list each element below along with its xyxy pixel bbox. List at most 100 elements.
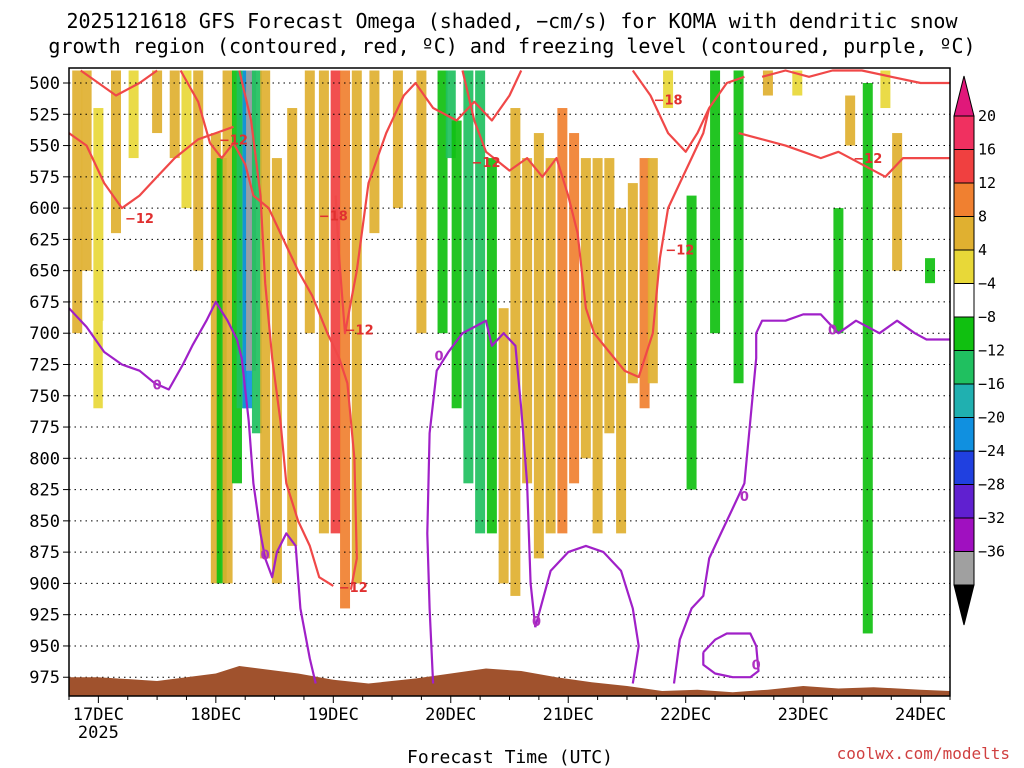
- colorbar-label-3: 8: [978, 208, 987, 226]
- contour-label-15: 0: [828, 323, 837, 338]
- omega-band-23: [318, 70, 329, 534]
- contour-label-13: 0: [740, 490, 749, 505]
- contour-label-9: 0: [153, 379, 162, 394]
- colorbar-swatch-11: [953, 484, 975, 519]
- x-tick-label-24DEC: 24DEC: [895, 705, 946, 725]
- y-tick-label-650: 650: [29, 262, 60, 282]
- x-tick-label-17DEC: 17DEC: [73, 705, 124, 725]
- colorbar-label-12: −32: [978, 509, 1005, 527]
- colorbar-swatch-3: [953, 216, 975, 251]
- colorbar-label-11: −28: [978, 476, 1005, 494]
- y-tick-label-525: 525: [29, 105, 60, 125]
- x-tick-label-19DEC: 19DEC: [308, 705, 359, 725]
- omega-band-6: [152, 70, 163, 134]
- omega-band-66: [925, 258, 936, 284]
- omega-band-39: [522, 158, 533, 484]
- y-tick-label-500: 500: [29, 74, 60, 94]
- freezing-level-line-0: [69, 300, 317, 684]
- omega-band-31: [437, 70, 448, 334]
- y-tick-label-600: 600: [29, 199, 60, 219]
- contour-label-10: 0: [261, 549, 270, 564]
- dendritic-contour-line-6: [631, 69, 745, 153]
- omega-band-40: [533, 133, 544, 559]
- omega-band-10: [201, 320, 212, 409]
- freezing-level-line-1: [426, 319, 537, 684]
- omega-band-13: [222, 70, 233, 584]
- y-tick-label-875: 875: [29, 543, 60, 563]
- colorbar-label-6: −8: [978, 308, 996, 326]
- terrain-fill: [69, 666, 950, 696]
- dendritic-contour-line-2: [179, 69, 358, 590]
- colorbar-swatch-6: [953, 316, 975, 351]
- colorbar-swatch-5: [953, 283, 975, 318]
- dendritic-contour-line-4: [334, 70, 523, 335]
- colorbar-label-1: 16: [978, 141, 996, 159]
- omega-band-4: [110, 70, 121, 234]
- omega-band-28: [392, 70, 403, 209]
- omega-band-48: [627, 183, 638, 384]
- omega-band-37: [498, 308, 509, 584]
- contour-label-6: −18: [654, 93, 683, 108]
- omega-band-55: [721, 70, 732, 459]
- omega-band-60: [821, 195, 832, 409]
- omega-band-27: [369, 70, 380, 234]
- y-tick-label-700: 700: [29, 324, 60, 344]
- terrain-layer: [69, 666, 950, 696]
- freezing-level-contours: [69, 300, 950, 684]
- omega-band-33: [451, 120, 462, 409]
- omega-band-51: [663, 70, 674, 109]
- omega-band-5: [128, 70, 139, 159]
- gridlines: [69, 82, 950, 678]
- y-tick-label-750: 750: [29, 387, 60, 407]
- colorbar-arrow-top: [953, 75, 975, 117]
- colorbar-label-7: −12: [978, 342, 1005, 360]
- credit-text: coolwx.com/modelts: [837, 744, 1010, 763]
- omega-band-47: [616, 208, 627, 534]
- x-tick-label-23DEC: 23DEC: [778, 705, 829, 725]
- contour-label-14: 0: [752, 659, 761, 674]
- colorbar-swatch-10: [953, 450, 975, 485]
- y-tick-label-775: 775: [29, 418, 60, 438]
- colorbar-swatch-4: [953, 249, 975, 284]
- omega-band-34: [463, 70, 474, 484]
- omega-band-54: [710, 70, 721, 334]
- omega-band-15: [236, 70, 247, 409]
- dendritic-contours: [69, 69, 950, 590]
- freezing-level-line-2: [534, 544, 640, 684]
- omega-band-42: [557, 108, 568, 534]
- omega-band-63: [862, 83, 873, 634]
- y-tick-label-950: 950: [29, 637, 60, 657]
- y-tick-label-625: 625: [29, 230, 60, 250]
- omega-shading-layer: [72, 70, 936, 634]
- omega-band-46: [604, 158, 615, 434]
- x-tick-label-20DEC: 20DEC: [425, 705, 476, 725]
- x-axis: 17DEC 18DEC 19DEC 20DEC 21DEC 22DEC 23DEC 24DEC…: [68, 696, 951, 743]
- omega-band-57: [745, 70, 756, 159]
- omega-band-3: [102, 320, 113, 609]
- chart-title-line-1: 2025121618 GFS Forecast Omega (shaded, −…: [66, 9, 958, 33]
- y-axis: 500 525 550 575 600 625 650 675 700 725 750 775 800 8…: [29, 74, 69, 688]
- y-tick-label-900: 900: [29, 574, 60, 594]
- omega-band-0: [72, 70, 83, 334]
- colorbar-label-0: 20: [978, 107, 996, 125]
- colorbar-swatch-2: [953, 182, 975, 217]
- omega-band-11: [210, 133, 221, 584]
- dendritic-contour-line-5: [461, 70, 711, 379]
- x-tick-label-21DEC: 21DEC: [543, 705, 594, 725]
- omega-band-20: [271, 158, 282, 584]
- omega-band-49: [639, 158, 650, 409]
- omega-band-18: [251, 70, 262, 434]
- dendritic-contour-line-1: [80, 69, 158, 97]
- contour-label-1: −12: [219, 133, 248, 148]
- colorbar-label-5: −4: [978, 275, 996, 293]
- colorbar-label-13: −36: [978, 543, 1005, 561]
- y-tick-label-925: 925: [29, 606, 60, 626]
- colorbar: 20 16 12 8 4 −4 −8 −12 −16 −20 −24 −28 −32 −36: [953, 75, 1005, 626]
- omega-band-62: [845, 95, 856, 146]
- x-year-label: 2025: [78, 723, 119, 743]
- omega-band-41: [545, 158, 556, 534]
- contour-label-7: −12: [665, 243, 694, 258]
- y-tick-label-725: 725: [29, 355, 60, 375]
- y-tick-label-800: 800: [29, 449, 60, 469]
